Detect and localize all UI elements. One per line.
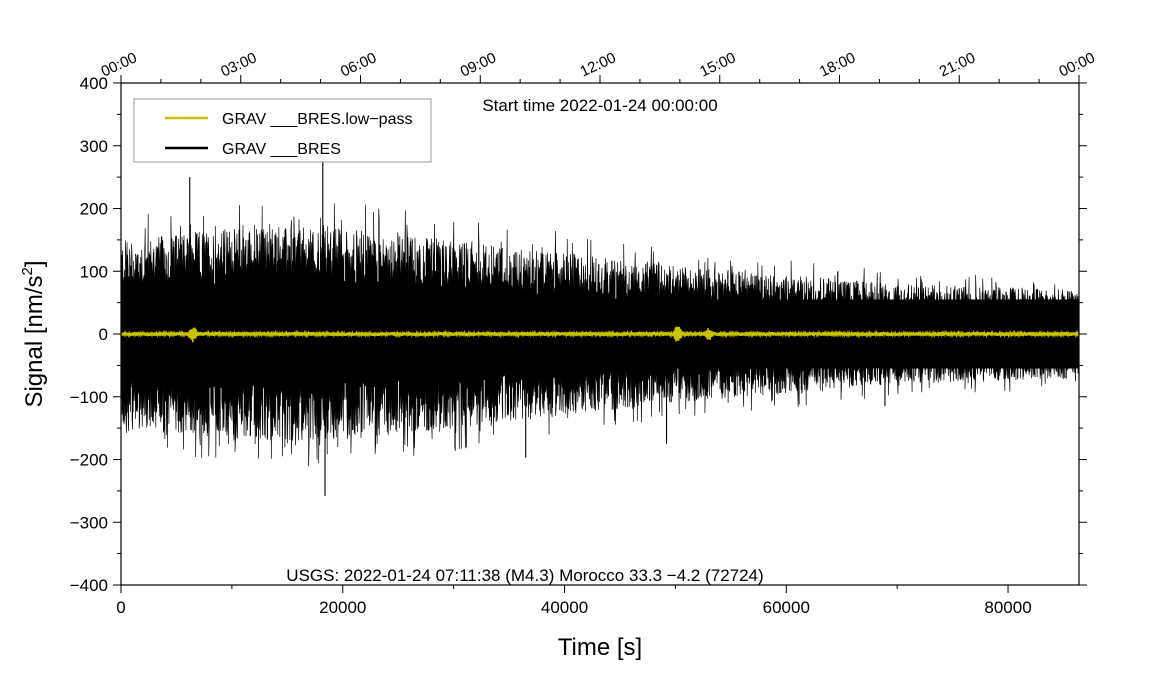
y-axis-title: Signal [nm/s2] (19, 260, 48, 407)
legend-label-raw: GRAV ___BRES (222, 141, 341, 158)
legend: GRAV ___BRES.low−pass GRAV ___BRES (133, 98, 432, 163)
y-tick-label-2: −200 (70, 451, 108, 470)
top-tick-label-7: 21:00 (937, 49, 978, 80)
top-tick-label-4: 12:00 (577, 49, 618, 80)
x-tick-label-1: 20000 (319, 598, 366, 617)
x-tick-label-2: 40000 (541, 598, 588, 617)
x-tick-label-0: 0 (116, 598, 125, 617)
y-axis-title-main: Signal [nm/s (21, 275, 48, 407)
y-tick-label-1: −300 (70, 513, 108, 532)
series-lowpass-line (121, 326, 1079, 343)
chart-title: Start time 2022-01-24 00:00:00 (482, 96, 717, 115)
y-axis-title-end: ] (21, 260, 48, 267)
y-tick-label-0: −400 (70, 576, 108, 595)
top-tick-label-5: 15:00 (697, 49, 738, 80)
top-tick-label-8: 00:00 (1056, 49, 1097, 80)
y-tick-label-8: 400 (80, 74, 108, 93)
top-tick-label-1: 03:00 (218, 49, 259, 80)
y-tick-label-3: −100 (70, 388, 108, 407)
legend-label-lowpass: GRAV ___BRES.low−pass (222, 111, 412, 128)
x-tick-label-4: 80000 (984, 598, 1031, 617)
earthquake-annotation: USGS: 2022-01-24 07:11:38 (M4.3) Morocco… (286, 566, 763, 585)
top-tick-label-3: 09:00 (458, 49, 499, 80)
y-tick-label-6: 200 (80, 200, 108, 219)
x-axis-title: Time [s] (558, 634, 642, 661)
y-tick-label-5: 100 (80, 262, 108, 281)
top-tick-label-0: 00:00 (98, 49, 139, 80)
y-tick-label-4: 0 (99, 325, 108, 344)
legend-box (133, 98, 432, 163)
y-tick-label-7: 300 (80, 137, 108, 156)
ticks (113, 75, 1087, 593)
plot-area (121, 158, 1079, 496)
top-tick-label-6: 18:00 (817, 49, 858, 80)
x-tick-label-3: 60000 (763, 598, 810, 617)
top-tick-label-2: 06:00 (338, 49, 379, 80)
y-axis-title-superscript: 2 (19, 267, 36, 275)
